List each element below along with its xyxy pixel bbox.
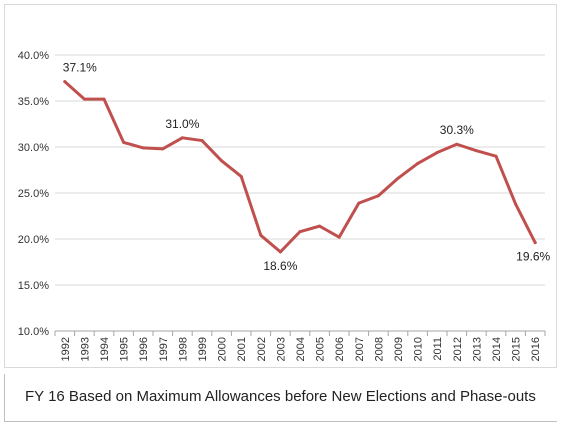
x-tick-label: 2002: [256, 337, 268, 361]
data-point: [376, 194, 380, 198]
data-point: [533, 241, 537, 245]
y-tick-label: 10.0%: [18, 326, 49, 338]
chart-frame: 10.0% 15.0% 20.0% 25.0% 30.0% 35.0% 40.0% 1992…: [4, 4, 557, 368]
data-point: [122, 140, 126, 144]
data-point: [239, 174, 243, 178]
line-chart: 10.0% 15.0% 20.0% 25.0% 30.0% 35.0% 40.0% 1992…: [18, 50, 551, 361]
x-tick-label: 1996: [138, 337, 150, 361]
x-tick-label: 2015: [511, 337, 523, 361]
data-label: 37.1%: [63, 61, 97, 75]
x-tick-label: 2005: [315, 337, 327, 361]
x-tick-label: 2008: [373, 337, 385, 361]
data-point: [337, 235, 341, 239]
data-point: [318, 224, 322, 228]
data-label: 18.6%: [263, 259, 297, 273]
y-tick-label: 40.0%: [18, 50, 49, 62]
x-tick-label: 2011: [432, 337, 444, 361]
y-axis-ticks: 10.0% 15.0% 20.0% 25.0% 30.0% 35.0% 40.0%: [18, 50, 49, 338]
x-tick-label: 2013: [471, 337, 483, 361]
x-tick-label: 2014: [491, 337, 503, 361]
caption: FY 16 Based on Maximum Allowances before…: [25, 388, 536, 405]
x-tick-label: 1998: [177, 337, 189, 361]
x-axis-ticks: 1992 1993 1994 1995 1996 1997 1998 1999 2000 2001…: [60, 337, 542, 361]
x-tick-label: 1992: [60, 337, 72, 361]
x-tick-label: 2009: [393, 337, 405, 361]
data-label: 31.0%: [165, 117, 199, 131]
data-point: [82, 97, 86, 101]
data-point: [357, 201, 361, 205]
data-point: [63, 80, 67, 84]
data-point: [455, 142, 459, 146]
x-tick-label: 2016: [530, 337, 542, 361]
data-point: [141, 146, 145, 150]
y-tick-label: 20.0%: [18, 234, 49, 246]
y-tick-label: 15.0%: [18, 280, 49, 292]
data-point: [180, 136, 184, 140]
data-point: [474, 149, 478, 153]
data-point: [494, 154, 498, 158]
x-tick-label: 2000: [217, 337, 229, 361]
data-point: [200, 139, 204, 143]
data-labels: 37.1% 31.0% 18.6% 30.3% 19.6%: [63, 61, 551, 273]
data-point: [396, 176, 400, 180]
data-label: 30.3%: [440, 123, 474, 137]
x-tick-label: 2001: [236, 337, 248, 361]
x-tick-label: 2010: [413, 337, 425, 361]
y-tick-label: 25.0%: [18, 188, 49, 200]
y-tick-label: 35.0%: [18, 96, 49, 108]
caption-box: FY 16 Based on Maximum Allowances before…: [4, 374, 557, 422]
x-tick-label: 1993: [79, 337, 91, 361]
data-point: [220, 159, 224, 163]
data-point: [435, 151, 439, 155]
series-line: [63, 80, 537, 254]
gridlines: [55, 54, 545, 332]
y-tick-label: 30.0%: [18, 142, 49, 154]
series-group: [63, 80, 537, 254]
x-tick-label: 2006: [334, 337, 346, 361]
data-point: [514, 202, 518, 206]
data-label: 19.6%: [516, 250, 550, 264]
data-point: [102, 97, 106, 101]
data-point: [161, 147, 165, 151]
x-tick-label: 1994: [99, 337, 111, 361]
x-tick-label: 2003: [275, 337, 287, 361]
x-tick-label: 1995: [119, 337, 131, 361]
x-axis: [54, 330, 546, 336]
x-tick-label: 1999: [197, 337, 209, 361]
x-tick-label: 2004: [295, 337, 307, 361]
data-point: [259, 233, 263, 237]
data-point: [278, 250, 282, 254]
x-tick-label: 2012: [452, 337, 464, 361]
x-tick-label: 1997: [158, 337, 170, 361]
x-tick-label: 2007: [354, 337, 366, 361]
data-point: [416, 162, 420, 166]
data-point: [298, 230, 302, 234]
